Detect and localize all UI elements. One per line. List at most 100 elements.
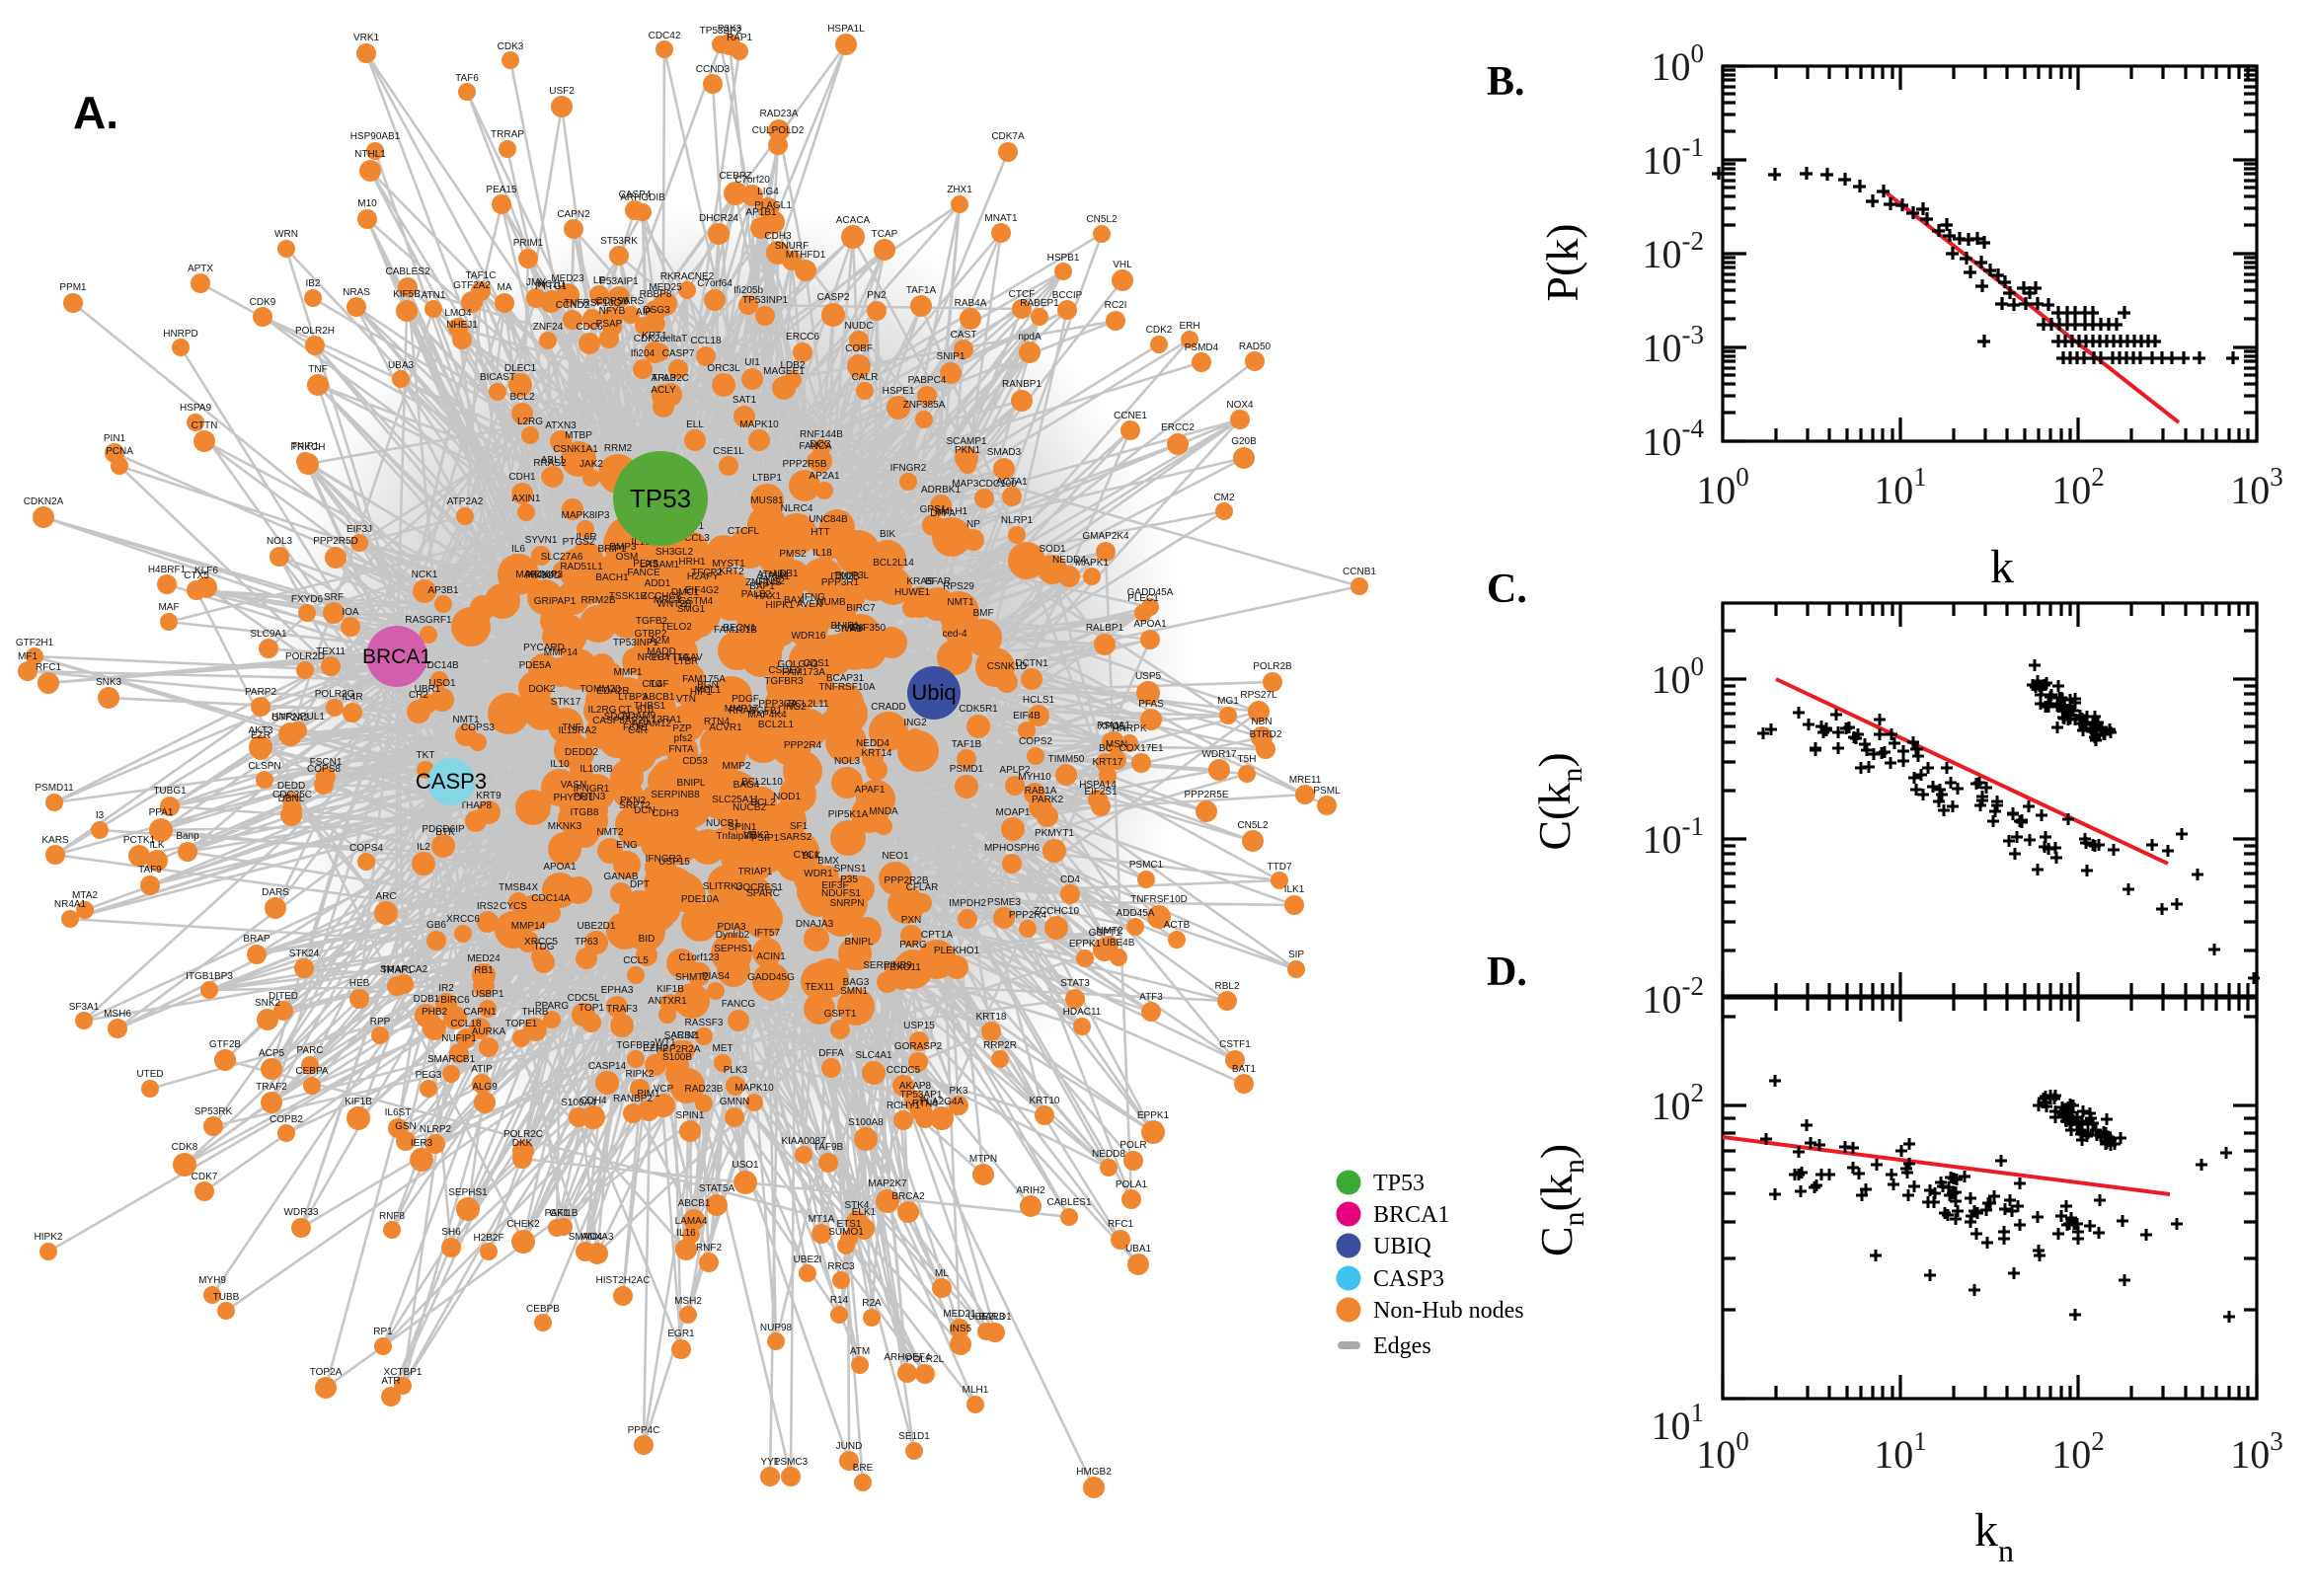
svg-text:IL10RB: IL10RB	[579, 764, 613, 775]
svg-text:BRAP: BRAP	[243, 934, 270, 945]
svg-text:WT1: WT1	[655, 1037, 676, 1048]
svg-text:AVEN: AVEN	[797, 599, 823, 610]
svg-text:ITGB8: ITGB8	[571, 807, 599, 818]
svg-text:PDGF: PDGF	[732, 694, 759, 705]
svg-text:SOD1: SOD1	[1039, 544, 1066, 555]
svg-text:PHYOU1: PHYOU1	[553, 793, 594, 803]
svg-text:MAPK8IP3: MAPK8IP3	[562, 510, 610, 521]
svg-text:XRCC5: XRCC5	[524, 937, 558, 948]
svg-text:CDK8: CDK8	[172, 1142, 198, 1153]
svg-text:TRAF3: TRAF3	[606, 1004, 638, 1015]
svg-text:ARHGEF4: ARHGEF4	[884, 1352, 931, 1363]
svg-text:PPP3CA: PPP3CA	[758, 699, 798, 710]
svg-text:KRT17: KRT17	[1093, 757, 1123, 768]
svg-text:ANTXR1: ANTXR1	[648, 996, 687, 1007]
svg-text:RAD23A: RAD23A	[760, 109, 799, 119]
svg-text:MMP1: MMP1	[614, 667, 643, 678]
svg-text:SERPINB8: SERPINB8	[651, 790, 700, 800]
svg-text:PLAGL1: PLAGL1	[754, 200, 792, 211]
svg-text:TRAF1: TRAF1	[381, 965, 413, 976]
svg-text:CASP2: CASP2	[817, 292, 850, 303]
svg-text:RAD51L1: RAD51L1	[560, 562, 603, 572]
svg-text:CDC25C: CDC25C	[272, 790, 312, 800]
svg-text:POLR2H: POLR2H	[295, 326, 335, 337]
svg-text:RRM2: RRM2	[604, 443, 633, 454]
svg-text:MSH2: MSH2	[674, 1296, 702, 1307]
svg-text:MMP14: MMP14	[511, 921, 546, 932]
svg-text:RTN4: RTN4	[912, 1099, 938, 1109]
svg-text:NBN: NBN	[1251, 717, 1272, 727]
svg-text:NEDD8: NEDD8	[1092, 1149, 1125, 1160]
svg-text:BIK: BIK	[880, 529, 895, 540]
svg-text:k: k	[1990, 541, 2014, 593]
svg-text:UBE4B: UBE4B	[1103, 938, 1135, 949]
svg-text:ATMIN: ATMIN	[757, 570, 787, 580]
svg-text:BFAR: BFAR	[925, 576, 951, 587]
svg-text:GRIPAP1: GRIPAP1	[534, 596, 577, 607]
svg-text:RANBP2: RANBP2	[613, 1094, 653, 1104]
svg-text:MYH10: MYH10	[1018, 772, 1051, 783]
svg-text:VRK2: VRK2	[743, 830, 770, 841]
svg-text:CASP8AP2: CASP8AP2	[592, 716, 644, 726]
svg-text:TCAP: TCAP	[872, 229, 898, 240]
svg-text:ATM: ATM	[850, 1346, 870, 1357]
svg-text:UBA1: UBA1	[1125, 1244, 1152, 1254]
svg-text:LDB1: LDB1	[773, 569, 798, 579]
svg-text:D.: D.	[1487, 950, 1527, 995]
svg-text:G20B: G20B	[1231, 436, 1257, 447]
svg-text:CDH1: CDH1	[508, 472, 536, 483]
svg-text:HSP90AB1: HSP90AB1	[350, 131, 401, 142]
svg-text:JUND: JUND	[836, 1441, 863, 1452]
svg-text:PABPC4: PABPC4	[908, 375, 947, 386]
svg-text:USP15: USP15	[658, 857, 690, 868]
svg-text:CSE1L: CSE1L	[713, 446, 744, 457]
svg-text:SMARCA2: SMARCA2	[380, 964, 428, 975]
svg-text:ANXA3: ANXA3	[581, 1232, 614, 1243]
svg-text:UBE2L3: UBE2L3	[967, 1312, 1005, 1323]
svg-text:PPP4C: PPP4C	[628, 1425, 660, 1436]
svg-text:SF3A1: SF3A1	[69, 1002, 100, 1013]
svg-text:H2AFY: H2AFY	[687, 571, 720, 582]
svg-text:KRT9: KRT9	[476, 791, 502, 801]
svg-text:EIF4B: EIF4B	[1013, 711, 1041, 722]
svg-text:NOL3: NOL3	[834, 756, 861, 767]
svg-text:GMNN: GMNN	[720, 1097, 750, 1107]
svg-text:SNK3: SNK3	[96, 677, 122, 688]
svg-text:I3: I3	[96, 810, 105, 821]
svg-text:TMSB4X: TMSB4X	[499, 882, 538, 893]
svg-text:CDH3: CDH3	[652, 808, 679, 819]
svg-text:PEG3: PEG3	[416, 1070, 442, 1081]
svg-text:PSMD11: PSMD11	[35, 783, 74, 794]
svg-text:SMARCB1: SMARCB1	[427, 1054, 476, 1065]
svg-text:SLC25A11: SLC25A11	[712, 795, 759, 805]
svg-text:S100A4: S100A4	[561, 1098, 596, 1108]
svg-text:MAF: MAF	[158, 602, 179, 613]
svg-text:DLEC1: DLEC1	[504, 363, 537, 374]
svg-text:DKK: DKK	[512, 1138, 533, 1149]
svg-text:GTF2H1: GTF2H1	[16, 638, 54, 648]
svg-text:BNIPL: BNIPL	[845, 937, 874, 948]
svg-text:SARS2: SARS2	[780, 832, 812, 843]
svg-text:TFAP2C: TFAP2C	[652, 373, 689, 384]
svg-text:RRAS: RRAS	[729, 706, 756, 717]
svg-text:RAD50: RAD50	[1239, 342, 1272, 352]
svg-text:SNURF: SNURF	[775, 241, 809, 252]
svg-text:DSG3: DSG3	[643, 305, 670, 316]
svg-text:CEBPZ: CEBPZ	[719, 171, 751, 182]
svg-text:DARS: DARS	[262, 887, 289, 898]
svg-text:ATR: ATR	[381, 1376, 400, 1387]
svg-text:MAP3CDC100: MAP3CDC100	[952, 479, 1017, 490]
svg-text:AXIN1: AXIN1	[512, 494, 541, 504]
svg-text:NEDD4: NEDD4	[856, 738, 889, 749]
svg-text:NOX4: NOX4	[1226, 400, 1254, 411]
svg-text:RNF8: RNF8	[379, 1211, 406, 1222]
svg-text:SRP72: SRP72	[619, 800, 651, 811]
svg-text:TFCP2: TFCP2	[691, 568, 723, 578]
svg-text:SHMT2: SHMT2	[675, 972, 709, 983]
svg-text:RASSF3: RASSF3	[685, 1018, 724, 1028]
svg-text:HRH1: HRH1	[678, 557, 706, 568]
svg-text:PPP2R2B: PPP2R2B	[884, 875, 928, 886]
svg-text:NP: NP	[966, 519, 980, 530]
svg-text:TGFB1: TGFB1	[750, 706, 783, 717]
svg-text:CDK5R1: CDK5R1	[959, 704, 998, 715]
